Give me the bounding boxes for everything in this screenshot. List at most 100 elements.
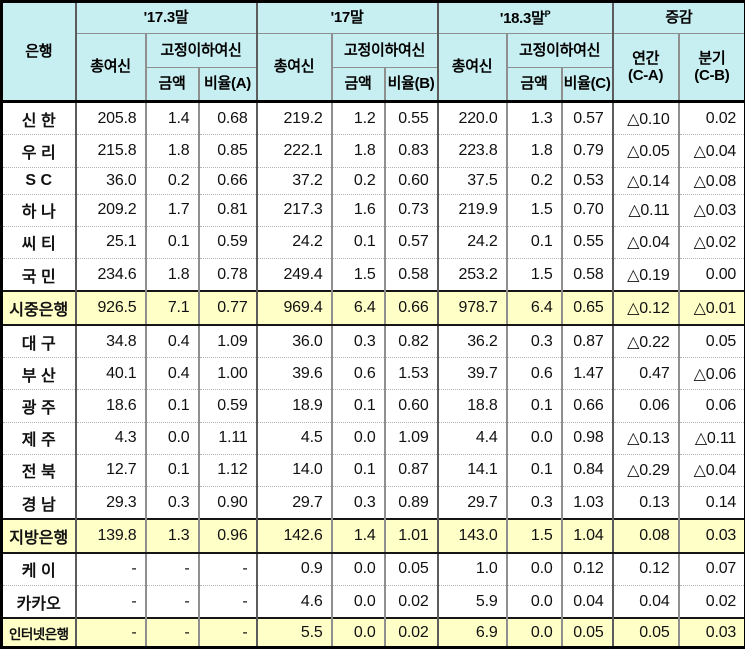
value-cell: 0.0 [330,421,385,455]
value-cell: 1.00 [197,357,257,390]
value-cell: 1.8 [505,134,562,168]
value-cell: 0.3 [144,485,199,520]
value-cell: 0.9 [255,552,332,586]
value-cell: 1.2 [330,100,385,135]
value-cell: 1.09 [383,421,438,455]
value-cell: 1.04 [560,518,613,554]
value-cell: 215.8 [74,134,146,168]
value-cell: 1.6 [330,193,385,227]
value-cell: 0.1 [330,389,385,423]
value-cell: 0.55 [560,225,613,259]
value-cell: 222.1 [255,134,332,168]
value-cell: 18.9 [255,389,332,423]
bank-name: 씨 티 [0,225,76,259]
value-cell: 4.5 [255,421,332,455]
value-cell: 1.03 [560,485,613,520]
value-cell: 0.0 [330,585,385,619]
value-cell: 0.96 [197,518,257,554]
value-cell: △0.08 [677,166,745,195]
col-header-bank: 은행 [0,1,76,103]
table-header: 은행 '17.3말 '17말 '18.3말P 증감 총여신 고정이하여신 총여신… [0,1,745,103]
value-cell: 0.1 [505,225,562,259]
table-row: 전 북 12.7 0.1 1.12 14.0 0.1 0.87 14.1 0.1 0.84 △0.2… [0,453,745,487]
value-cell: 1.8 [144,134,199,168]
bank-name: 제 주 [0,421,76,455]
value-cell: 0.1 [330,225,385,259]
value-cell: 978.7 [436,290,507,326]
value-cell: 0.84 [560,453,613,487]
table-row: 광 주 18.6 0.1 0.59 18.9 0.1 0.60 18.8 0.1 0.66 0.06… [0,389,745,423]
value-cell: 0.57 [383,225,438,259]
bank-name: 인터넷은행 [0,617,76,649]
annual-label: 연간 [632,49,660,67]
value-cell: 0.2 [144,166,199,195]
value-cell: △0.10 [611,100,679,135]
value-cell: 39.6 [255,357,332,390]
value-cell: 0.60 [383,166,438,195]
table-row: 경 남 29.3 0.3 0.90 29.7 0.3 0.89 29.7 0.3 1.03 0.13… [0,485,745,520]
value-cell: 234.6 [74,258,146,292]
col-header-ratio-c: 비율(C) [560,67,613,103]
value-cell: 0.1 [144,389,199,423]
value-cell: 29.7 [436,485,507,520]
value-cell: 0.0 [505,421,562,455]
value-cell: 1.0 [436,552,507,586]
value-cell: 1.12 [197,453,257,487]
value-cell: 0.70 [560,193,613,227]
value-cell: 12.7 [74,453,146,487]
table-row: 하 나 209.2 1.7 0.81 217.3 1.6 0.73 219.9 1.5 0.70 △… [0,193,745,227]
value-cell: △0.19 [611,258,679,292]
value-cell: 0.14 [677,485,745,520]
col-group-2017-march: '17.3말 [74,1,257,34]
value-cell: 0.06 [677,389,745,423]
col-header-ratio-a: 비율(A) [197,67,257,103]
value-cell: 0.87 [383,453,438,487]
col-group-2017-end: '17말 [255,1,438,34]
value-cell: 0.1 [144,453,199,487]
value-cell: 0.57 [560,100,613,135]
bank-name: 지방은행 [0,518,76,554]
value-cell: △0.29 [611,453,679,487]
table-body: 신 한 205.8 1.4 0.68 219.2 1.2 0.55 220.0 1.3 0.57 △… [0,100,745,649]
value-cell: 223.8 [436,134,507,168]
value-cell: 0.98 [560,421,613,455]
value-cell: 0.04 [611,585,679,619]
table-row: 케 이 - - -0.9 0.0 0.05 1.0 0.0 0.12 0.12 0.07 [0,552,745,586]
value-cell: - [144,617,199,649]
table-row: 씨 티 25.1 0.1 0.59 24.2 0.1 0.57 24.2 0.1 0.55 △0.0… [0,225,745,259]
value-cell: 1.8 [330,134,385,168]
value-cell: 1.11 [197,421,257,455]
value-cell: △0.03 [677,193,745,227]
value-cell: 0.59 [197,225,257,259]
value-cell: 139.8 [74,518,146,554]
value-cell: 1.09 [197,324,257,358]
col-header-amount-2: 금액 [330,67,385,103]
value-cell: △0.14 [611,166,679,195]
value-cell: △0.04 [611,225,679,259]
value-cell: 40.1 [74,357,146,390]
value-cell: 0.02 [677,100,745,135]
value-cell: 1.53 [383,357,438,390]
bank-name: 카카오 [0,585,76,619]
value-cell: 0.81 [197,193,257,227]
bank-name: 케 이 [0,552,76,586]
value-cell: 0.79 [560,134,613,168]
table-row: 제 주 4.3 0.0 1.11 4.5 0.0 1.09 4.4 0.0 0.98 △0.13 △0… [0,421,745,455]
value-cell: 0.3 [505,324,562,358]
value-cell: △0.11 [677,421,745,455]
value-cell: 6.4 [330,290,385,326]
value-cell: 0.6 [505,357,562,390]
value-cell: 34.8 [74,324,146,358]
value-cell: 25.1 [74,225,146,259]
value-cell: 0.08 [611,518,679,554]
value-cell: 217.3 [255,193,332,227]
value-cell: - [144,552,199,586]
value-cell: 205.8 [74,100,146,135]
value-cell: 0.05 [560,617,613,649]
value-cell: 24.2 [255,225,332,259]
value-cell: 0.66 [560,389,613,423]
col-header-amount-3: 금액 [505,67,562,103]
value-cell: 0.0 [505,585,562,619]
table-row: 신 한 205.8 1.4 0.68 219.2 1.2 0.55 220.0 1.3 0.57 △… [0,100,745,135]
